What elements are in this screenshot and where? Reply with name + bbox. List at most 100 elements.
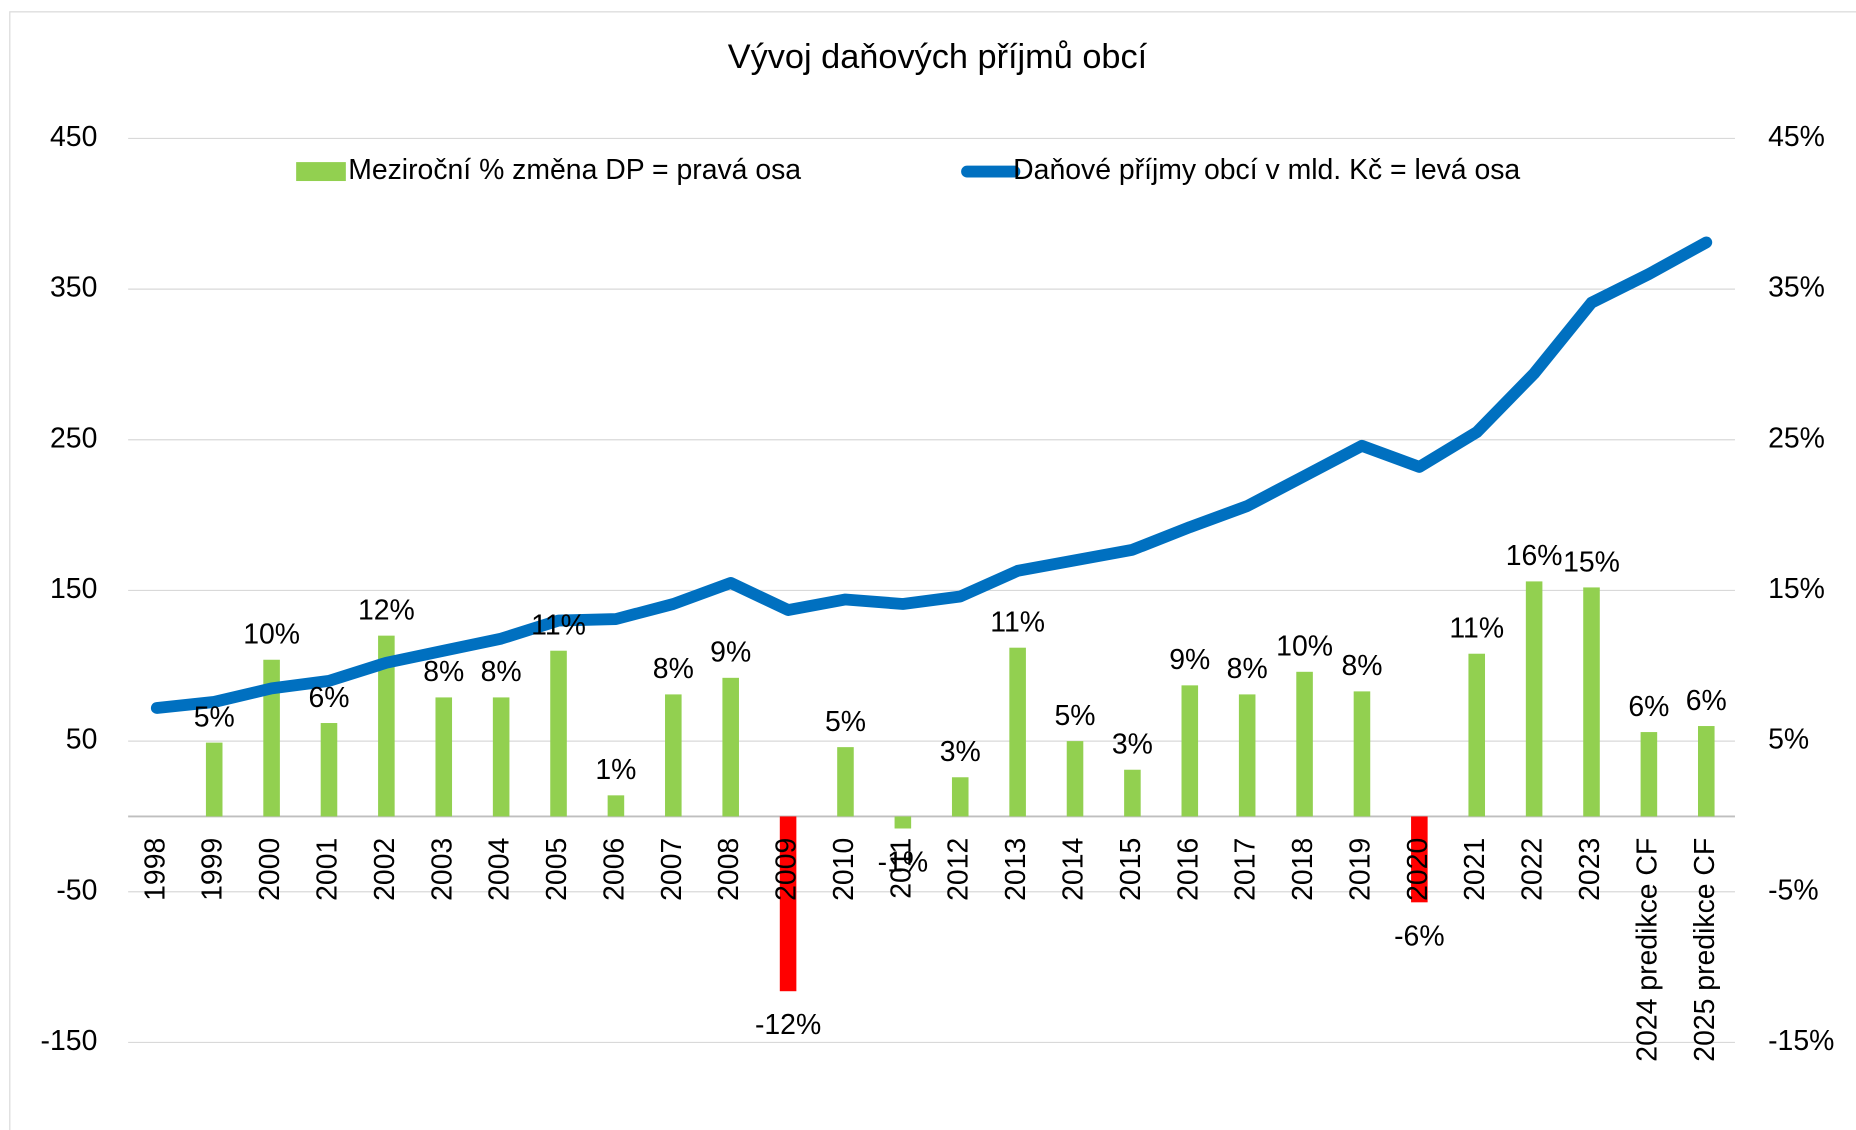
x-tick-label: 2020 — [1402, 838, 1434, 901]
data-label: 15% — [1563, 546, 1620, 578]
data-label: 3% — [1112, 729, 1153, 761]
bar — [779, 816, 797, 992]
data-label: -12% — [755, 1009, 821, 1041]
bar — [1353, 691, 1371, 817]
bar — [205, 742, 223, 817]
chart-frame — [9, 11, 1856, 1130]
x-tick-label: 2013 — [1000, 838, 1032, 901]
bar — [435, 697, 453, 817]
data-label: 11% — [990, 607, 1045, 639]
data-label: 8% — [1341, 650, 1382, 682]
y-tick-label: 350 — [50, 272, 97, 304]
bar — [1468, 653, 1486, 817]
bar — [665, 694, 682, 817]
data-label: 1% — [595, 754, 636, 786]
x-tick-label: 2010 — [828, 838, 860, 901]
data-label: -1% — [878, 846, 928, 878]
x-tick-label: 2018 — [1287, 838, 1319, 901]
data-label: 3% — [940, 736, 981, 768]
bar — [837, 747, 854, 817]
x-tick-label: 2023 — [1574, 838, 1606, 901]
bar — [1296, 671, 1313, 817]
legend-label: Meziroční % změna DP = pravá osa — [348, 154, 801, 186]
x-tick-label: 2007 — [656, 838, 688, 901]
x-tick-label: 2008 — [713, 838, 745, 901]
bar — [1411, 816, 1428, 903]
x-tick-label: 2021 — [1459, 838, 1491, 901]
bar — [894, 816, 912, 829]
data-label: 6% — [1686, 685, 1727, 717]
y2-tick-label: -5% — [1768, 874, 1818, 906]
data-label: 8% — [481, 656, 522, 688]
data-label: 5% — [194, 701, 235, 733]
labels: -150 -50 50 150 250 350 450 -15% -5% 5% 15% 25% 35% 4… — [41, 121, 1835, 1062]
x-tick-label: 2019 — [1344, 838, 1376, 901]
data-label: -6% — [1394, 920, 1444, 952]
chart-title: Vývoj daňových příjmů obcí — [728, 38, 1148, 76]
bar — [1066, 741, 1084, 817]
bar — [1238, 694, 1256, 817]
y2-tick-label: 15% — [1768, 573, 1825, 605]
y-tick-label: 150 — [50, 573, 97, 605]
x-tick-label: 2017 — [1230, 838, 1262, 901]
y2-tick-label: 45% — [1768, 121, 1825, 153]
data-label: 5% — [1055, 700, 1096, 732]
data-label: 8% — [1227, 653, 1268, 685]
x-tick-label: 2022 — [1517, 838, 1549, 901]
y2-tick-label: 35% — [1768, 272, 1825, 304]
y-tick-label: 50 — [66, 724, 98, 756]
data-label: 10% — [243, 619, 300, 651]
x-tick-label: 2005 — [541, 838, 573, 901]
x-tick-label: 2015 — [1115, 838, 1147, 901]
bar — [1583, 587, 1600, 817]
bar — [951, 777, 969, 817]
legend-swatch — [296, 162, 346, 182]
data-label: 9% — [1169, 644, 1210, 676]
data-label: 11% — [1449, 613, 1504, 645]
x-tick-label: 2016 — [1172, 838, 1204, 901]
line — [150, 236, 1713, 714]
bar — [1640, 732, 1658, 817]
bar — [378, 635, 395, 817]
y-tick-label: 450 — [50, 121, 97, 153]
data-label: 8% — [423, 656, 464, 688]
bar — [1181, 685, 1199, 817]
data-label: 12% — [358, 594, 415, 626]
y-tick-label: 250 — [50, 422, 97, 454]
x-tick-label: 2006 — [598, 838, 630, 901]
y2-tick-label: -15% — [1768, 1025, 1834, 1057]
bar — [1124, 769, 1141, 817]
x-tick-label: 2002 — [369, 838, 401, 901]
x-tick-label: 2024 predikce CF — [1631, 838, 1663, 1062]
x-tick-label: 1998 — [139, 838, 171, 901]
bar — [1697, 726, 1715, 817]
data-label: 9% — [710, 637, 751, 669]
legend-label: Daňové příjmy obcí v mld. Kč = levá osa — [1013, 154, 1520, 186]
bar — [320, 723, 338, 817]
data-label: 16% — [1506, 540, 1563, 572]
bar — [1009, 647, 1026, 817]
bar — [607, 795, 625, 817]
y-tick-label: -150 — [41, 1025, 98, 1057]
bar — [1525, 581, 1543, 817]
y2-tick-label: 25% — [1768, 422, 1825, 454]
bar — [722, 677, 739, 817]
plot — [150, 236, 1715, 992]
x-tick-label: 2004 — [484, 838, 516, 901]
bar — [550, 650, 567, 817]
x-tick-label: 2025 predikce CF — [1689, 838, 1721, 1062]
data-label: 6% — [308, 682, 349, 714]
data-label: 6% — [1628, 691, 1669, 723]
bar — [492, 697, 510, 817]
x-tick-label: 2011 — [885, 838, 917, 899]
x-tick-label: 2001 — [311, 838, 343, 901]
x-tick-label: 2014 — [1058, 838, 1090, 901]
data-label: 5% — [825, 706, 866, 738]
data-label: 8% — [653, 653, 694, 685]
bar — [263, 659, 280, 817]
x-tick-label: 1999 — [197, 838, 229, 901]
x-tick-label: 2009 — [771, 838, 803, 901]
data-label: 11% — [531, 610, 586, 642]
y-tick-label: -50 — [56, 874, 97, 906]
